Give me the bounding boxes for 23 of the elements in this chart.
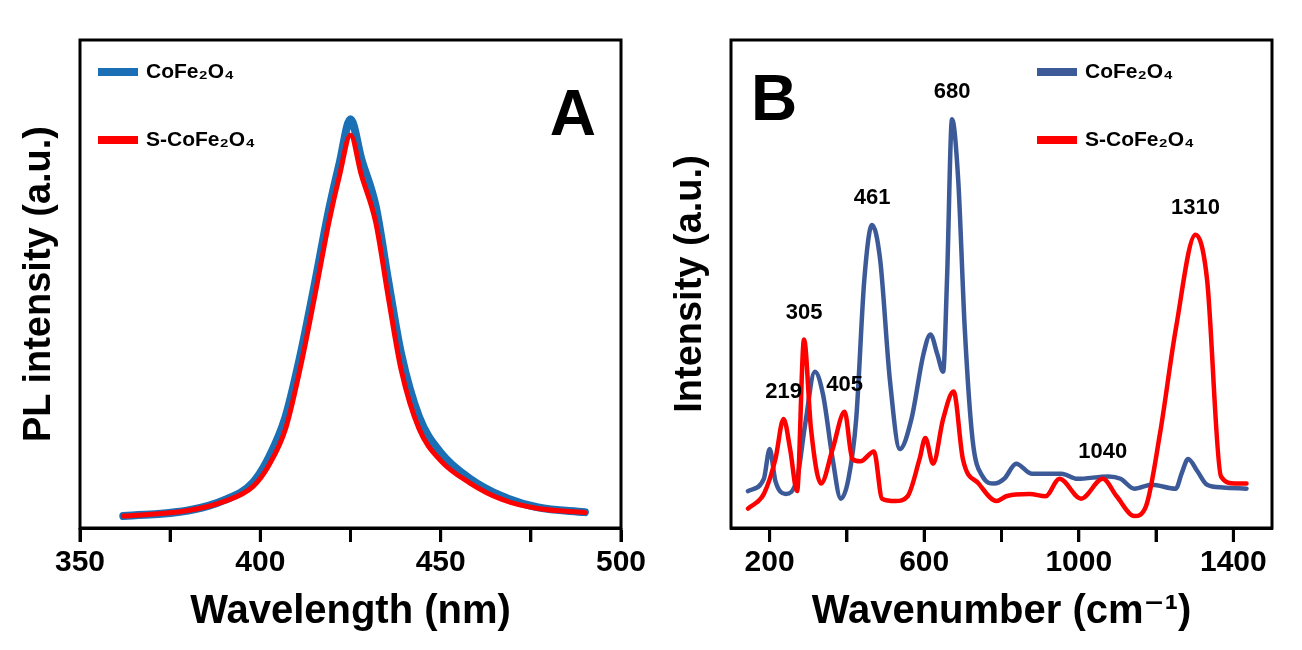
x-tick-label: 400 (235, 544, 286, 578)
x-axis-title: Wavenumber (cm⁻¹) (811, 587, 1192, 632)
x-tick-label: 1400 (1199, 544, 1267, 578)
legend-label: CoFe₂O₄ (1085, 58, 1174, 82)
legend-label: S-CoFe₂O₄ (146, 126, 256, 150)
legend-label: CoFe₂O₄ (146, 58, 235, 82)
x-axis-title: Wavelength (nm) (190, 587, 511, 632)
y-axis-title: Intensity (a.u.) (667, 155, 710, 413)
annotation: 461 (853, 183, 891, 209)
x-tick-label: 450 (415, 544, 466, 578)
y-axis-title: PL intensity (a.u.) (16, 125, 59, 443)
annotation: 1040 (1078, 437, 1128, 463)
annotation: 1310 (1171, 193, 1220, 219)
legend-label: S-CoFe₂O₄ (1085, 126, 1195, 150)
x-tick-label: 500 (595, 544, 647, 578)
x-tick-label: 200 (744, 544, 795, 578)
x-tick-label: 350 (54, 544, 106, 578)
annotation: 305 (785, 298, 823, 324)
annotation: B (751, 61, 798, 134)
annotation: A (549, 76, 596, 149)
x-tick-label: 1000 (1045, 544, 1113, 578)
annotation: 680 (933, 78, 971, 104)
x-tick-label: 600 (899, 544, 950, 578)
